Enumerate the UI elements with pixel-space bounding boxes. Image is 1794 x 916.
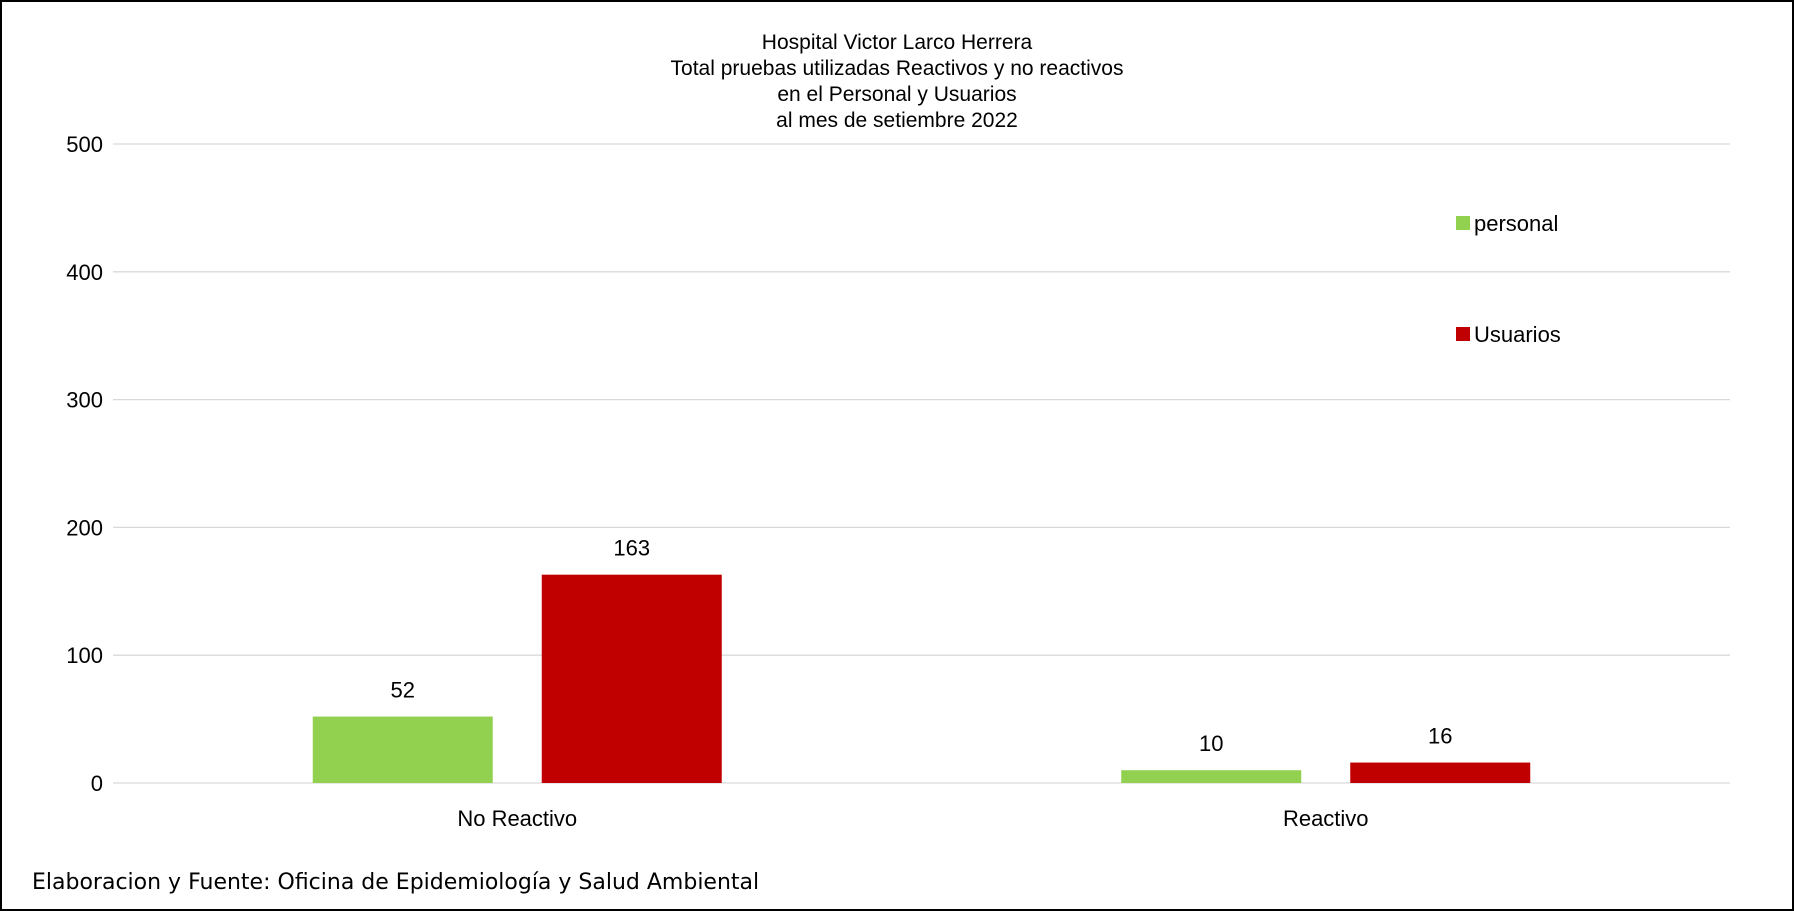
legend-swatch-personal (1456, 216, 1470, 230)
data-label: 163 (613, 536, 650, 561)
legend: personal Usuarios (1456, 211, 1561, 347)
legend-swatch-usuarios (1456, 327, 1470, 341)
y-tick-label: 100 (66, 643, 103, 668)
category-label: No Reactivo (457, 806, 577, 831)
source-note: Elaboracion y Fuente: Oficina de Epidemi… (32, 870, 759, 895)
chart-title-line-2: Total pruebas utilizadas Reactivos y no … (671, 57, 1124, 80)
y-axis-tick-labels: 0 100 200 300 400 500 (66, 132, 103, 796)
bar-usuarios-no-reactivo (541, 574, 722, 783)
data-labels: 52 163 10 16 (391, 536, 1453, 757)
bars (312, 574, 1531, 783)
data-label: 16 (1428, 724, 1452, 749)
chart-title-line-3: en el Personal y Usuarios (777, 83, 1016, 106)
bar-usuarios-reactivo (1350, 762, 1531, 783)
y-tick-label: 500 (66, 132, 103, 157)
legend-label-usuarios: Usuarios (1474, 322, 1561, 347)
y-tick-label: 400 (66, 260, 103, 285)
data-label: 52 (391, 678, 415, 703)
legend-label-personal: personal (1474, 211, 1558, 236)
y-tick-label: 0 (91, 771, 103, 796)
category-label: Reactivo (1283, 806, 1369, 831)
bar-personal-no-reactivo (312, 716, 493, 783)
data-label: 10 (1199, 731, 1223, 756)
bar-personal-reactivo (1121, 770, 1302, 783)
category-labels: No Reactivo Reactivo (457, 806, 1368, 831)
y-tick-label: 200 (66, 515, 103, 540)
chart-title: Hospital Victor Larco Herrera Total prue… (671, 31, 1124, 132)
chart-title-line-4: al mes de setiembre 2022 (776, 109, 1018, 132)
chart-title-line-1: Hospital Victor Larco Herrera (762, 31, 1033, 54)
y-tick-label: 300 (66, 388, 103, 413)
